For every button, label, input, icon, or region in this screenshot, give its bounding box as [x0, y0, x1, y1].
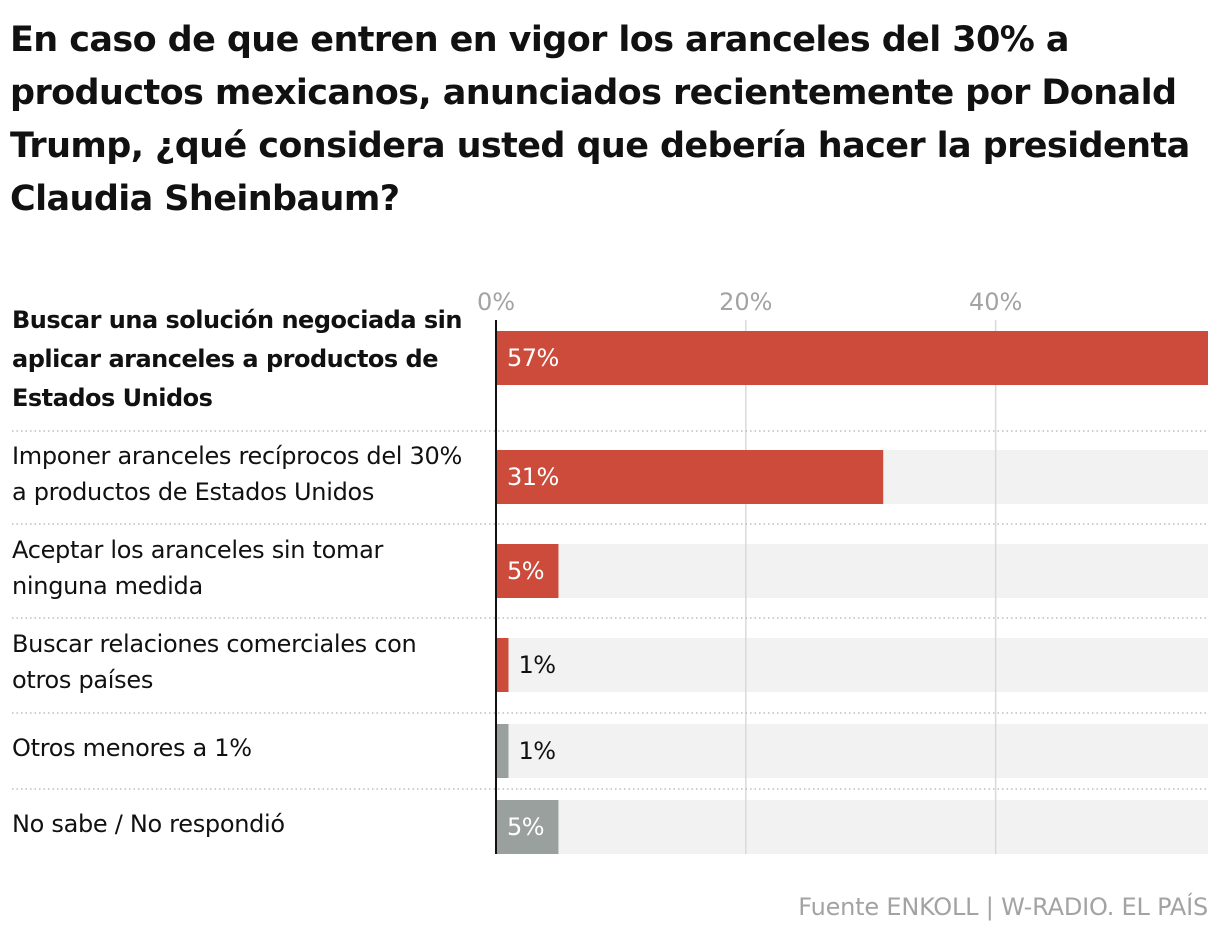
bar	[496, 800, 559, 854]
source-note: Fuente ENKOLL | W-RADIO. EL PAÍS	[798, 893, 1208, 921]
bar	[496, 724, 509, 778]
bar	[496, 544, 559, 598]
bar-value-label: 57%	[507, 344, 559, 372]
bar-track	[496, 544, 1208, 598]
category-label: Aceptar los aranceles sin tomar ninguna …	[12, 536, 384, 600]
category-label: Buscar relaciones comerciales con otros …	[12, 630, 417, 694]
category-label: Otros menores a 1%	[12, 734, 252, 762]
x-tick-label: 0%	[476, 288, 516, 316]
category-label: No sabe / No respondió	[12, 810, 285, 838]
bar	[496, 638, 509, 692]
bar	[496, 331, 1208, 385]
bar	[496, 450, 884, 504]
category-label: Imponer aranceles recíprocos del 30% a p…	[12, 442, 462, 506]
bar-track	[496, 724, 1208, 778]
x-tick-label: 20%	[719, 288, 773, 316]
bar-value-label: 1%	[518, 737, 556, 765]
bar-value-label: 5%	[507, 813, 545, 841]
bar-value-label: 5%	[507, 557, 545, 585]
bar-value-label: 31%	[507, 463, 559, 491]
bar-value-label: 1%	[518, 651, 556, 679]
bar-track	[496, 638, 1208, 692]
bar-track	[496, 800, 1208, 854]
x-tick-label: 40%	[968, 288, 1023, 316]
category-label: Buscar una solución negociada sin aplica…	[12, 306, 462, 412]
chart-title: En caso de que entren en vigor los aranc…	[10, 20, 1190, 219]
